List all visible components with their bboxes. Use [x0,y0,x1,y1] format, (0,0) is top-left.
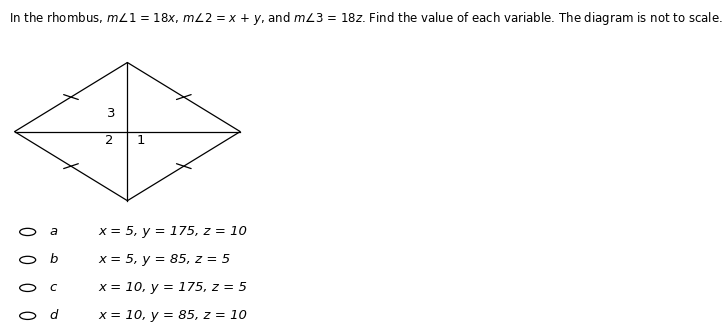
Text: c: c [50,281,57,294]
Text: 2: 2 [105,134,114,147]
Text: 3: 3 [107,107,116,120]
Text: x = 10, y = 175, z = 5: x = 10, y = 175, z = 5 [98,281,247,294]
Text: x = 5, y = 85, z = 5: x = 5, y = 85, z = 5 [98,253,230,266]
Text: x = 10, y = 85, z = 10: x = 10, y = 85, z = 10 [98,309,247,322]
Text: x = 5, y = 175, z = 10: x = 5, y = 175, z = 10 [98,225,247,239]
Text: b: b [50,253,58,266]
Text: d: d [50,309,58,322]
Text: 1: 1 [136,134,145,147]
Text: a: a [50,225,58,239]
Text: In the rhombus, $m\angle1$ = 18$x$, $m\angle2$ = $x$ + $y$, and $m\angle3$ = 18$: In the rhombus, $m\angle1$ = 18$x$, $m\a… [9,10,723,27]
